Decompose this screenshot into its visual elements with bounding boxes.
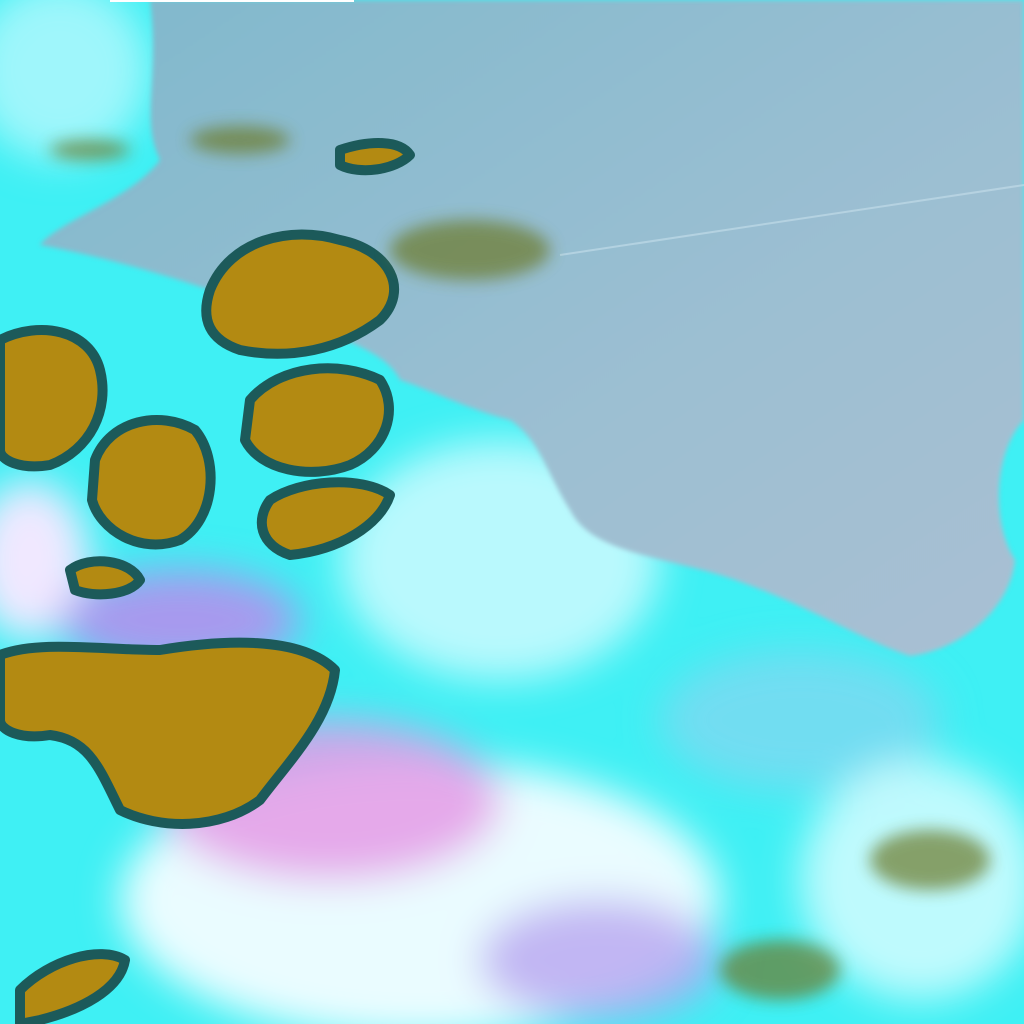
cloud-streak <box>190 126 290 154</box>
cloud-cell <box>256 477 395 560</box>
blue-haze <box>660 650 940 790</box>
sea-streak <box>559 184 1024 256</box>
cloud-cell <box>0 637 340 829</box>
cloud-cell <box>65 556 145 600</box>
top-edge-line <box>110 0 354 2</box>
cloud-cell <box>201 229 400 359</box>
cloud-cell <box>0 325 108 472</box>
sea <box>40 0 1024 656</box>
white-haze-5 <box>0 0 150 160</box>
cloud-streak <box>870 830 990 890</box>
cloud-cell <box>87 415 216 550</box>
cloud-streak <box>720 940 840 1000</box>
white-haze-4 <box>0 480 90 640</box>
violet-haze <box>480 900 720 1020</box>
cloud-streak <box>390 220 550 280</box>
cloud-cells <box>0 126 990 1024</box>
cloud-cell <box>15 949 130 1024</box>
cloud-cell <box>335 138 415 176</box>
cloud-cell <box>240 363 394 477</box>
cloud-streak <box>50 140 130 160</box>
